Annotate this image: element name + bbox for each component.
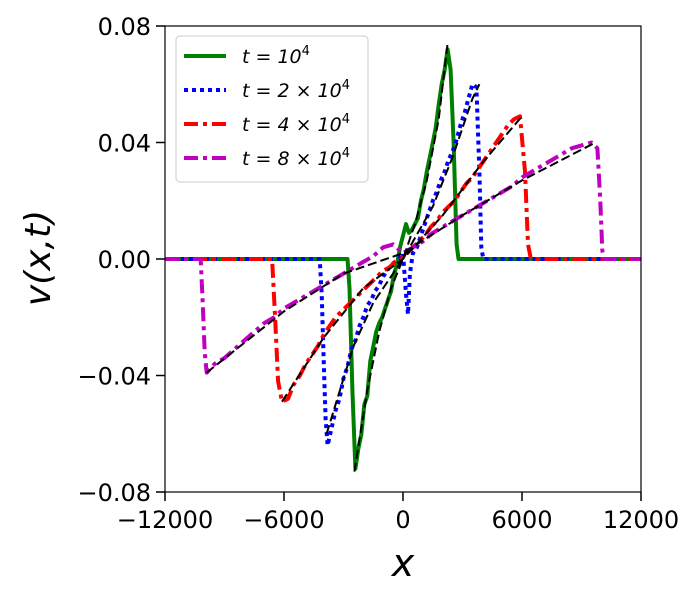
reference-line-6 — [281, 115, 523, 403]
x-axis-title: x — [391, 541, 415, 585]
legend-label: t = 8 × 104 — [242, 146, 350, 170]
x-tick-label: −12000 — [117, 506, 213, 534]
y-tick-label: −0.04 — [77, 363, 151, 391]
reference-line-4 — [353, 43, 449, 472]
legend-label: t = 2 × 104 — [242, 78, 350, 102]
series-line-2 — [165, 114, 641, 404]
y-axis-title: v(x,t) — [18, 210, 59, 306]
series-line-1 — [165, 82, 641, 448]
x-tick-label: 6000 — [491, 506, 552, 534]
y-tick-label: 0.08 — [98, 13, 151, 41]
x-tick-label: 0 — [395, 506, 410, 534]
x-tick-label: −6000 — [243, 506, 324, 534]
series-layer — [165, 43, 641, 472]
legend-box — [175, 35, 369, 183]
legend-label: t = 104 — [242, 44, 310, 68]
reference-line-7 — [206, 141, 596, 374]
y-tick-label: −0.08 — [77, 479, 151, 507]
reference-line-5 — [325, 83, 481, 435]
axes-layer: −12000 −6000 0 6000 12000 0.08 0.04 0.00 −0.04 −0… — [77, 13, 679, 534]
legend: t = 104 t = 2 × 104 t = 4 × 104 t = 8 × 104 — [175, 35, 369, 183]
y-tick-label: 0.00 — [98, 246, 151, 274]
legend-label: t = 4 × 104 — [242, 112, 350, 136]
y-tick-label: 0.04 — [98, 130, 151, 158]
series-line-3 — [165, 140, 641, 375]
x-tick-label: 12000 — [603, 506, 679, 534]
